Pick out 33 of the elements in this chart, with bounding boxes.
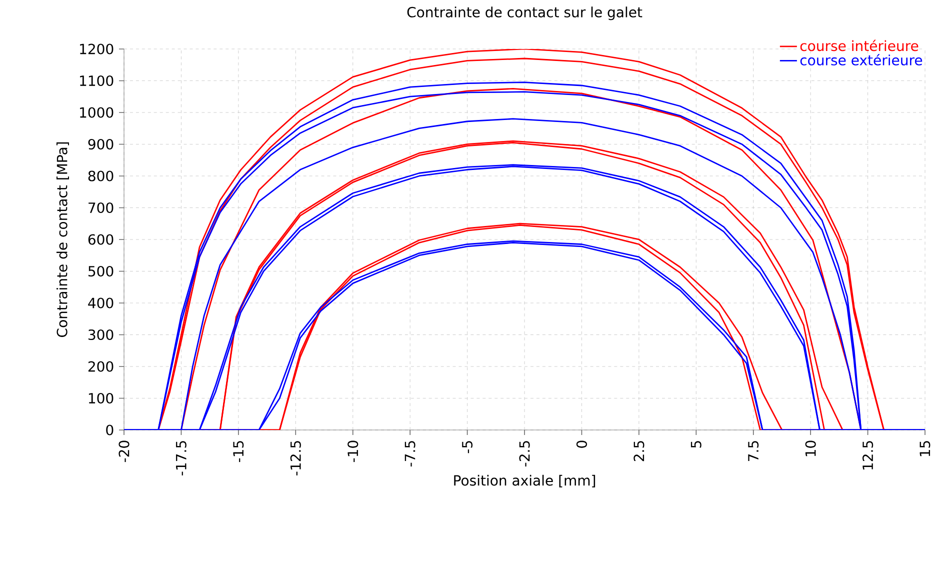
y-tick-label: 200 <box>88 361 114 372</box>
y-tick-label: 0 <box>106 424 114 436</box>
y-tick-label: 900 <box>88 138 114 150</box>
x-tick-label: -17.5 <box>176 441 186 476</box>
x-tick-label: 10 <box>805 440 816 456</box>
x-tick-label: -15 <box>233 441 244 462</box>
x-tick-label: -5 <box>462 441 472 454</box>
legend-label: course extérieure <box>800 54 922 66</box>
x-tick-label: 7.5 <box>748 441 759 461</box>
x-axis-title: Position axiale [mm] <box>454 474 596 488</box>
y-tick-label: 1100 <box>80 75 114 86</box>
x-tick-label: -7.5 <box>404 441 416 466</box>
y-tick-label: 600 <box>88 234 114 245</box>
x-tick-label: -10 <box>348 440 358 462</box>
x-tick-label: 15 <box>920 441 930 456</box>
legend-label: course intérieure <box>800 40 918 52</box>
y-tick-label: 300 <box>88 329 114 340</box>
x-tick-label: -20 <box>118 440 130 462</box>
y-tick-label: 700 <box>88 202 114 214</box>
y-tick-label: 1000 <box>80 107 114 118</box>
y-tick-label: 1200 <box>80 44 114 54</box>
y-tick-label: 500 <box>88 266 114 277</box>
x-tick-label: 5 <box>690 441 702 448</box>
y-axis-title: Contrainte de contact [MPa] <box>56 142 69 337</box>
y-tick-label: 800 <box>88 170 114 182</box>
x-tick-label: 12.5 <box>862 441 874 470</box>
x-tick-label: -12.5 <box>290 441 301 476</box>
x-tick-label: -2.5 <box>519 441 530 466</box>
y-tick-label: 400 <box>88 298 114 308</box>
chart-title: Contrainte de contact sur le galet <box>407 6 642 20</box>
x-tick-label: 2.5 <box>634 441 644 462</box>
x-tick-label: 0 <box>576 440 588 448</box>
y-tick-label: 100 <box>88 392 114 404</box>
